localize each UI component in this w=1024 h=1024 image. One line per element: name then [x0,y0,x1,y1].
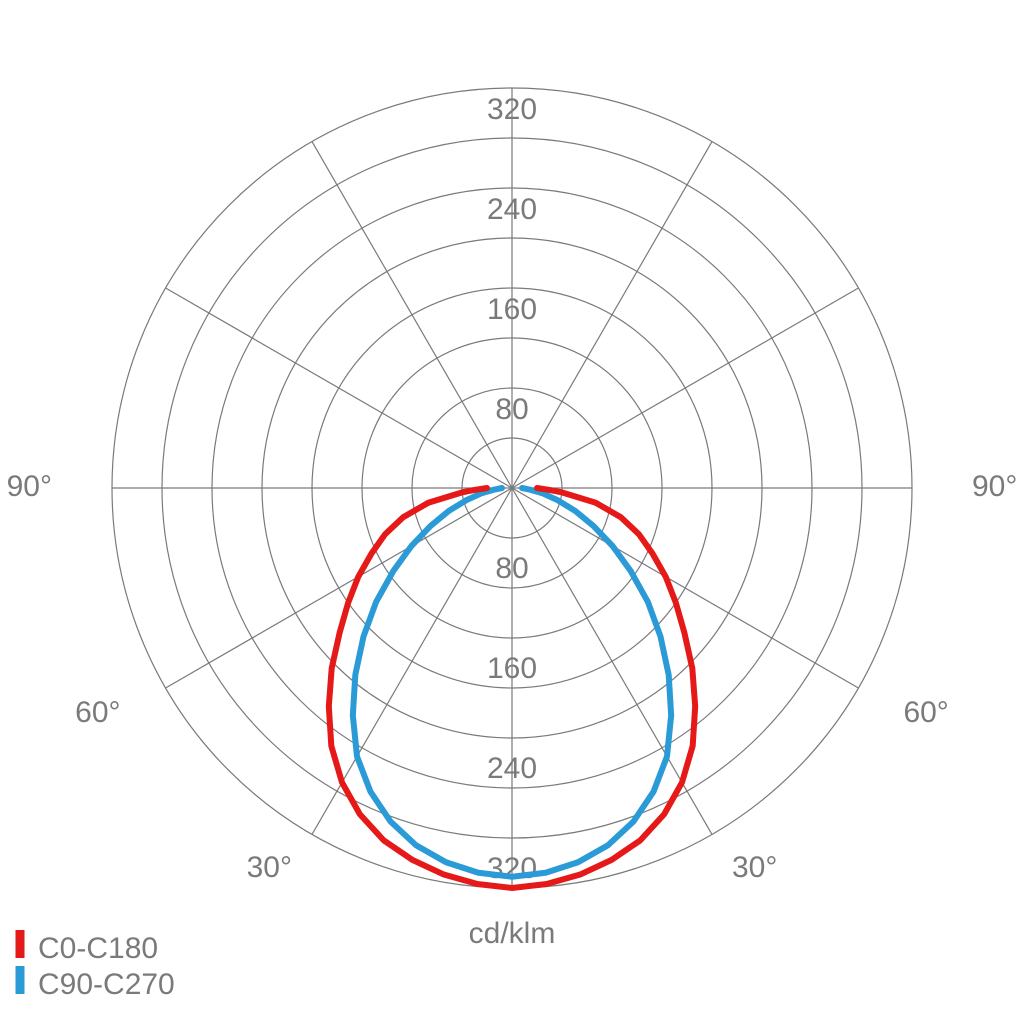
grid-spoke [166,488,512,688]
grid-spoke [166,288,512,488]
grid-spoke [512,488,858,688]
grid-spoke [312,142,512,488]
legend-label: C90-C270 [38,968,175,1001]
angle-label: 60° [903,696,948,729]
legend: C0-C180C90-C270 [20,930,175,1001]
polar-photometric-chart: 80 80 160 160 240 240 320 320 90° 90° 60° 60° 30° 30°… [0,0,1024,1024]
ring-label-bottom: 160 [487,652,537,685]
ring-label-top: 160 [487,293,537,326]
legend-label: C0-C180 [38,932,158,965]
angle-label: 90° [7,470,52,503]
angle-label: 90° [972,470,1017,503]
unit-label: cd/klm [469,917,556,950]
ring-label-bottom: 320 [487,852,537,885]
angle-label: 30° [732,851,777,884]
grid-spoke [512,142,712,488]
ring-label-top: 240 [487,193,537,226]
angle-label: 30° [247,851,292,884]
ring-label-bottom: 80 [495,552,528,585]
grid-spoke [512,288,858,488]
ring-label-bottom: 240 [487,752,537,785]
ring-label-top: 320 [487,93,537,126]
angle-label: 60° [75,696,120,729]
ring-label-top: 80 [495,393,528,426]
